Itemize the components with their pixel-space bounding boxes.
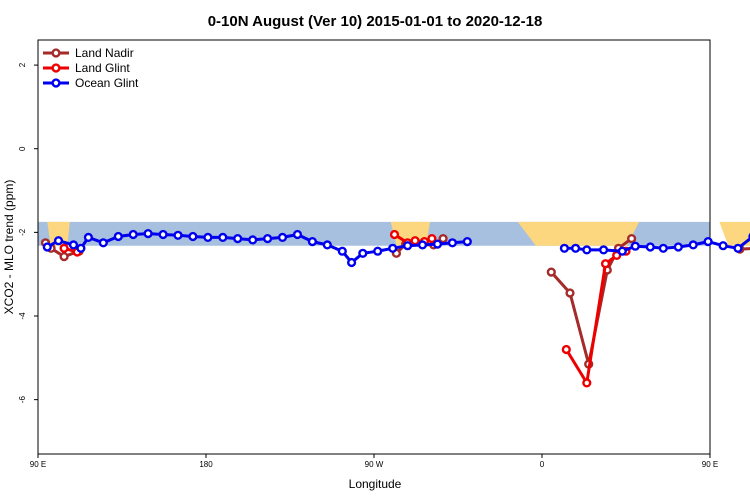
data-point-ocean-glint bbox=[658, 243, 668, 253]
x-tick-label: 90 E bbox=[702, 460, 718, 469]
data-point-ocean-glint bbox=[598, 245, 609, 255]
legend-item-land-nadir: Land Nadir bbox=[43, 46, 134, 60]
data-point-ocean-glint bbox=[417, 240, 428, 250]
series-land-glint bbox=[59, 229, 631, 388]
data-point-ocean-glint bbox=[703, 237, 713, 247]
data-point-ocean-glint bbox=[403, 241, 413, 251]
data-point-ocean-glint bbox=[322, 240, 332, 250]
data-point-ocean-glint bbox=[128, 229, 138, 240]
data-point-ocean-glint bbox=[630, 241, 640, 251]
data-point-land-nadir bbox=[626, 234, 637, 244]
legend-item-ocean-glint: Ocean Glint bbox=[43, 76, 139, 90]
data-point-land-nadir bbox=[565, 288, 575, 298]
x-tick-label: 90 E bbox=[30, 460, 46, 469]
data-point-ocean-glint bbox=[337, 246, 347, 256]
legend-item-land-glint: Land Glint bbox=[43, 61, 130, 75]
data-point-ocean-glint bbox=[53, 236, 64, 246]
data-point-land-glint bbox=[561, 344, 571, 355]
land-patch bbox=[47, 221, 70, 246]
chart-title: 0-10N August (Ver 10) 2015-01-01 to 2020… bbox=[208, 13, 543, 30]
plot-frame bbox=[37, 39, 711, 455]
series-land-nadir bbox=[40, 234, 750, 369]
data-point-ocean-glint bbox=[83, 232, 94, 243]
data-point-ocean-glint bbox=[233, 234, 243, 244]
data-point-ocean-glint bbox=[76, 243, 86, 253]
land-patch bbox=[719, 221, 750, 246]
data-point-land-nadir bbox=[59, 252, 69, 262]
data-point-ocean-glint bbox=[688, 240, 698, 250]
data-point-land-nadir bbox=[546, 267, 556, 277]
data-point-ocean-glint bbox=[113, 231, 123, 242]
data-point-ocean-glint bbox=[673, 242, 683, 252]
data-point-ocean-glint bbox=[645, 242, 655, 252]
series-line-land-nadir bbox=[739, 247, 750, 251]
x-axis-label: Longitude bbox=[349, 477, 402, 491]
data-point-ocean-glint bbox=[218, 232, 228, 243]
data-point-ocean-glint bbox=[203, 232, 213, 243]
data-point-land-nadir bbox=[438, 234, 448, 244]
data-point-ocean-glint bbox=[718, 241, 728, 251]
data-point-ocean-glint bbox=[388, 243, 398, 253]
data-point-ocean-glint bbox=[173, 230, 183, 240]
data-point-ocean-glint bbox=[347, 257, 357, 268]
land-patch bbox=[517, 221, 640, 246]
y-tick-label: 2 bbox=[18, 62, 27, 67]
data-point-ocean-glint bbox=[559, 243, 570, 253]
data-point-land-glint bbox=[59, 243, 69, 253]
legend-swatch-marker bbox=[51, 48, 61, 58]
legend-swatch-marker bbox=[51, 63, 61, 73]
x-tick-label: 180 bbox=[199, 460, 213, 469]
data-point-ocean-glint bbox=[42, 242, 52, 252]
y-tick-label: -6 bbox=[18, 396, 27, 404]
data-point-ocean-glint bbox=[432, 239, 443, 249]
legend-label: Ocean Glint bbox=[75, 76, 139, 90]
data-point-ocean-glint bbox=[447, 238, 458, 248]
y-tick-label: -4 bbox=[18, 312, 27, 320]
y-tick-label: 0 bbox=[18, 146, 27, 151]
data-point-ocean-glint bbox=[570, 243, 581, 253]
axes: 90 E 180 90 W 0 90 E 2 0 -2 -4 -6 bbox=[18, 62, 718, 469]
x-tick-label: 90 W bbox=[365, 460, 384, 469]
data-point-ocean-glint bbox=[188, 231, 198, 242]
data-point-ocean-glint bbox=[582, 245, 592, 255]
y-tick-label: -2 bbox=[18, 228, 27, 236]
data-point-ocean-glint bbox=[248, 235, 258, 245]
data-point-ocean-glint bbox=[462, 237, 472, 247]
data-point-ocean-glint bbox=[68, 240, 79, 250]
data-point-land-glint bbox=[582, 378, 592, 388]
data-point-ocean-glint bbox=[263, 234, 273, 244]
series-layer bbox=[40, 229, 750, 388]
legend-swatch-marker bbox=[51, 78, 61, 88]
data-point-land-glint bbox=[427, 234, 437, 244]
data-point-land-glint bbox=[389, 229, 400, 240]
data-point-ocean-glint bbox=[307, 237, 318, 247]
data-point-ocean-glint bbox=[617, 246, 627, 256]
legend-label: Land Nadir bbox=[75, 46, 134, 60]
series-ocean-glint bbox=[42, 229, 750, 268]
data-point-land-glint bbox=[410, 236, 420, 246]
data-point-ocean-glint bbox=[358, 248, 368, 258]
x-tick-label: 0 bbox=[540, 460, 545, 469]
data-point-ocean-glint bbox=[158, 229, 168, 240]
legend-label: Land Glint bbox=[75, 61, 130, 75]
data-point-ocean-glint bbox=[292, 229, 303, 240]
data-point-ocean-glint bbox=[373, 246, 383, 256]
data-point-ocean-glint bbox=[143, 229, 153, 239]
data-point-ocean-glint bbox=[733, 243, 743, 253]
data-point-ocean-glint bbox=[98, 238, 108, 248]
data-point-land-glint bbox=[600, 259, 611, 269]
y-axis-label: XCO2 - MLO trend (ppm) bbox=[2, 180, 16, 315]
data-point-ocean-glint bbox=[277, 232, 288, 243]
